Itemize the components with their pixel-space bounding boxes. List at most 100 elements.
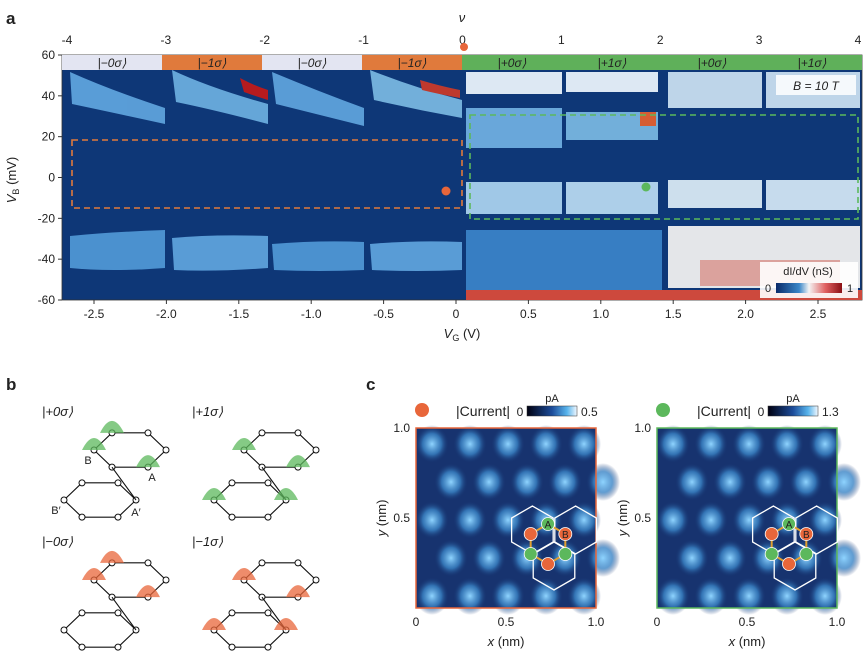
map-x-label: x (nm) <box>728 634 766 649</box>
current-spot <box>491 501 525 539</box>
current-spot <box>713 463 747 501</box>
top-axis-tick: 4 <box>855 33 862 47</box>
current-spot <box>586 463 620 501</box>
current-spot <box>732 501 766 539</box>
y-axis-tick: 0 <box>48 171 55 185</box>
orange-marker <box>441 186 451 196</box>
site-a-dot <box>782 517 796 531</box>
lattice-site <box>228 643 236 651</box>
panel-a: a ν -4 -3 -2 -1 0 1 2 3 4 <box>4 9 863 343</box>
y-axis-tick: 60 <box>42 48 56 62</box>
state-bar-segment <box>662 55 762 70</box>
map-marker <box>415 403 429 417</box>
site-label-b: B <box>562 530 569 541</box>
orbital-lobe <box>286 455 310 468</box>
site-b-dot <box>541 557 555 571</box>
top-axis-tick: -3 <box>161 33 172 47</box>
site-label-a: A <box>545 520 552 531</box>
site-a-dot <box>541 517 555 531</box>
lattice-site <box>264 479 272 487</box>
top-axis-tick: -1 <box>358 33 369 47</box>
lattice-site <box>162 446 170 454</box>
current-spot <box>567 501 601 539</box>
colorbar-label: dI/dV (nS) <box>783 266 833 278</box>
current-spot <box>453 425 487 463</box>
top-axis-tick: 2 <box>657 33 664 47</box>
field-label-box <box>776 75 856 95</box>
y-axis-tick: -40 <box>38 252 56 266</box>
map-colorbar-min: 0 <box>758 405 765 419</box>
x-axis-label: VG (V) <box>444 326 481 343</box>
site-b-dot <box>558 527 573 541</box>
site-a-dot <box>523 547 538 561</box>
map-title: |Current| <box>456 403 510 419</box>
top-axis-ticks: -4 -3 -2 -1 0 1 2 3 4 <box>62 33 862 47</box>
top-marker <box>460 43 468 51</box>
map-colorbar-unit: pA <box>786 393 800 405</box>
green-dashed-box <box>469 114 859 220</box>
state-bar-segment <box>162 55 262 70</box>
lattice-site <box>264 643 272 651</box>
state-bar-label: |+1σ⟩ <box>598 56 627 70</box>
x-axis-tick: -1.5 <box>228 307 249 321</box>
lattice-sketch <box>60 550 170 651</box>
lattice-site <box>78 643 86 651</box>
lattice-site <box>258 429 266 437</box>
current-map: |Current| 0 1.3 pA AB 0 0.5 1.0 1.0 0.5 x (nm) y (n… <box>615 393 861 649</box>
lattice-sketch <box>202 559 320 651</box>
lattice-site <box>228 513 236 521</box>
hexagon <box>63 612 137 648</box>
orbital-lobe <box>232 438 256 450</box>
lattice-site <box>312 576 320 584</box>
orbital-lobe <box>100 550 124 563</box>
orbital-lobe <box>100 420 124 433</box>
map-x-tick: 0 <box>654 615 661 629</box>
lattice-site <box>294 559 302 567</box>
lattice-site <box>78 609 86 617</box>
site-b-dot <box>782 557 796 571</box>
lattice-site <box>228 479 236 487</box>
state-bar-label: |+0σ⟩ <box>498 56 527 70</box>
x-axis-tick: 2.5 <box>810 307 827 321</box>
current-spot <box>510 463 544 501</box>
x-axis-tick: -2.0 <box>156 307 177 321</box>
y-axis-tick: 40 <box>42 89 56 103</box>
top-axis-tick: 0 <box>459 33 466 47</box>
state-bar-label: |−0σ⟩ <box>298 56 327 70</box>
map-x-tick: 0.5 <box>498 615 515 629</box>
y-axis-tick: -20 <box>38 211 56 225</box>
current-spot <box>415 425 449 463</box>
current-spot <box>434 539 468 577</box>
top-axis-tick: -4 <box>62 33 73 47</box>
lattice-site <box>312 446 320 454</box>
current-spot <box>694 425 728 463</box>
site-b-dot <box>764 527 779 541</box>
colorbar-max: 1 <box>847 283 853 295</box>
site-a-dot <box>558 547 573 561</box>
current-spot <box>770 577 804 615</box>
state-bar-segment <box>562 55 662 70</box>
top-axis-label: ν <box>459 10 466 25</box>
current-spot <box>656 577 690 615</box>
map-x-tick: 1.0 <box>829 615 846 629</box>
orbital-lobe <box>136 455 160 468</box>
current-spot <box>567 577 601 615</box>
map-colorbar <box>767 405 819 417</box>
map-title: |Current| <box>697 403 751 419</box>
orbital-lobe <box>82 568 106 580</box>
map-x-tick: 0.5 <box>739 615 756 629</box>
state-bar-segment <box>62 55 162 70</box>
current-spot <box>434 463 468 501</box>
lattice-site <box>264 609 272 617</box>
lattice-site <box>264 513 272 521</box>
top-axis-tick: 1 <box>558 33 565 47</box>
map-x-label: x (nm) <box>487 634 525 649</box>
map-colorbar-min: 0 <box>517 405 524 419</box>
current-spot <box>656 501 690 539</box>
current-spot <box>713 539 747 577</box>
current-spot <box>694 577 728 615</box>
hexagon <box>63 482 137 518</box>
green-marker <box>641 182 651 192</box>
top-axis-tick: -2 <box>259 33 270 47</box>
